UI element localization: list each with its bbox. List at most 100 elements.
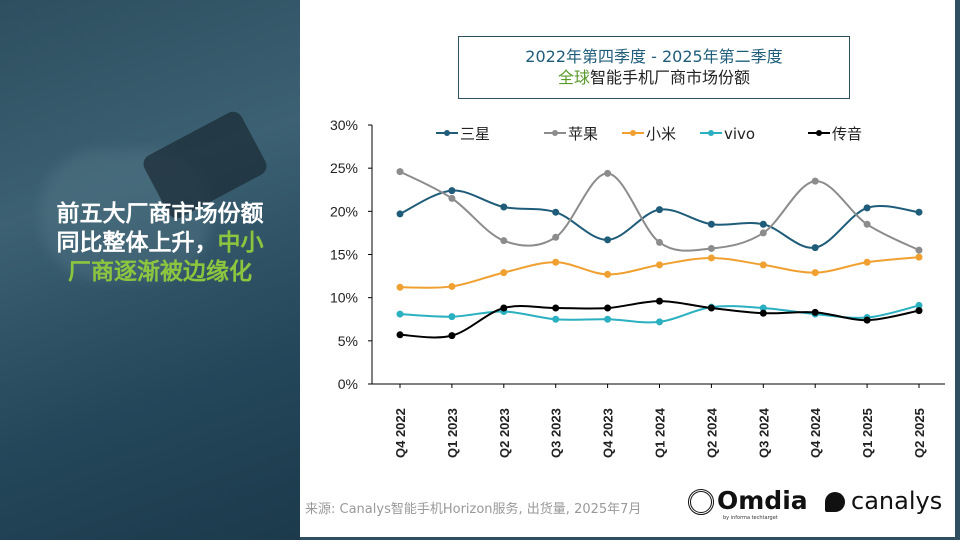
legend-label-0: 三星 xyxy=(460,125,490,143)
data-point-4 xyxy=(448,332,456,340)
omdia-logo: Omdia xyxy=(688,486,808,515)
data-point-3 xyxy=(396,310,404,318)
legend-label-2: 小米 xyxy=(646,125,676,143)
x-tick-label: Q1 2025 xyxy=(860,408,875,458)
data-point-4 xyxy=(759,309,767,317)
data-point-4 xyxy=(396,331,404,339)
data-point-1 xyxy=(448,194,456,202)
data-point-1 xyxy=(811,177,819,185)
data-point-0 xyxy=(396,210,404,218)
data-point-3 xyxy=(656,318,663,326)
hero-panel: 前五大厂商市场份额 同比整体上升，中小 厂商逐渐被边缘化 xyxy=(0,0,300,540)
x-tick-label: Q4 2022 xyxy=(393,408,408,458)
data-point-0 xyxy=(656,206,663,214)
data-point-2 xyxy=(811,269,819,277)
data-point-4 xyxy=(656,297,663,305)
chart-subtitle-a: 全球 xyxy=(557,68,590,87)
x-tick-label: Q4 2024 xyxy=(808,407,823,458)
headline-line2a: 同比整体上升， xyxy=(56,230,218,256)
headline-line3: 厂商逐渐被边缘化 xyxy=(68,259,252,285)
data-point-1 xyxy=(500,237,508,245)
legend-marker-4 xyxy=(816,130,822,136)
legend-label-3: vivo xyxy=(724,125,755,143)
data-point-4 xyxy=(604,304,612,312)
data-point-3 xyxy=(604,315,612,323)
x-tick-label: Q2 2023 xyxy=(497,408,512,458)
canalys-icon xyxy=(825,492,845,512)
data-point-2 xyxy=(500,269,508,277)
data-point-1 xyxy=(759,229,767,237)
x-tick-label: Q2 2024 xyxy=(704,407,719,458)
data-point-2 xyxy=(707,254,715,262)
x-tick-label: Q1 2024 xyxy=(653,407,668,458)
omdia-icon xyxy=(688,489,714,515)
legend-label-1: 苹果 xyxy=(568,125,598,143)
y-tick-label: 20% xyxy=(330,203,358,219)
data-point-0 xyxy=(604,236,612,244)
data-point-0 xyxy=(915,208,923,216)
data-point-1 xyxy=(604,169,612,177)
data-point-0 xyxy=(552,208,560,216)
chart-title-box: 2022年第四季度 - 2025年第二季度 全球智能手机厂商市场份额 xyxy=(458,36,850,99)
data-point-3 xyxy=(552,315,560,323)
data-point-4 xyxy=(500,304,508,312)
data-point-2 xyxy=(915,253,923,261)
x-tick-label: Q3 2023 xyxy=(549,408,564,458)
data-point-1 xyxy=(863,220,871,228)
legend-marker-2 xyxy=(630,130,636,136)
data-point-2 xyxy=(863,258,871,266)
data-point-4 xyxy=(863,316,871,324)
data-point-1 xyxy=(656,238,663,246)
data-point-2 xyxy=(448,282,456,290)
data-point-1 xyxy=(915,246,923,254)
data-point-2 xyxy=(552,258,560,266)
series-line-1 xyxy=(399,170,920,252)
data-point-4 xyxy=(915,307,923,315)
legend-marker-1 xyxy=(552,130,558,136)
y-tick-label: 10% xyxy=(330,290,358,306)
data-point-4 xyxy=(552,304,560,312)
x-tick-label: Q1 2023 xyxy=(445,408,460,458)
omdia-text: Omdia xyxy=(717,486,808,515)
y-tick-label: 15% xyxy=(330,247,358,263)
data-point-4 xyxy=(707,304,715,312)
frame-edge-bottom xyxy=(300,537,960,540)
legend-label-4: 传音 xyxy=(832,125,862,143)
y-tick-label: 25% xyxy=(330,160,358,176)
data-point-2 xyxy=(604,270,612,278)
data-point-1 xyxy=(707,244,715,252)
canalys-text: canalys xyxy=(851,487,943,515)
frame-edge xyxy=(955,0,960,540)
data-point-0 xyxy=(811,244,819,252)
data-point-0 xyxy=(500,203,508,211)
headline: 前五大厂商市场份额 同比整体上升，中小 厂商逐渐被边缘化 xyxy=(20,200,300,287)
source-note: 来源: Canalys智能手机Horizon服务, 出货量, 2025年7月 xyxy=(305,502,642,517)
legend-marker-0 xyxy=(444,130,450,136)
data-point-2 xyxy=(396,283,404,291)
chart-title: 2022年第四季度 - 2025年第二季度 xyxy=(525,47,783,66)
data-point-2 xyxy=(759,261,767,269)
chart-subtitle-b: 智能手机厂商市场份额 xyxy=(590,68,751,87)
data-point-4 xyxy=(811,308,819,316)
x-tick-label: Q4 2023 xyxy=(601,408,616,458)
canalys-logo: canalys xyxy=(825,487,942,515)
x-tick-label: Q2 2025 xyxy=(912,408,927,458)
omdia-sub: by informa techtarget xyxy=(723,515,778,521)
y-tick-label: 5% xyxy=(338,333,358,349)
data-point-0 xyxy=(759,220,767,228)
y-tick-label: 0% xyxy=(338,376,358,392)
data-point-0 xyxy=(448,187,456,195)
data-point-1 xyxy=(396,168,404,176)
headline-line1: 前五大厂商市场份额 xyxy=(56,201,264,227)
headline-line2b: 中小 xyxy=(217,230,264,256)
y-tick-label: 30% xyxy=(330,117,358,133)
legend-marker-3 xyxy=(708,130,714,136)
data-point-2 xyxy=(656,261,663,269)
x-tick-label: Q3 2024 xyxy=(756,407,771,458)
data-point-3 xyxy=(915,301,923,309)
data-point-3 xyxy=(448,313,456,321)
data-point-3 xyxy=(759,304,767,312)
data-point-0 xyxy=(707,220,715,228)
data-point-0 xyxy=(863,204,871,212)
